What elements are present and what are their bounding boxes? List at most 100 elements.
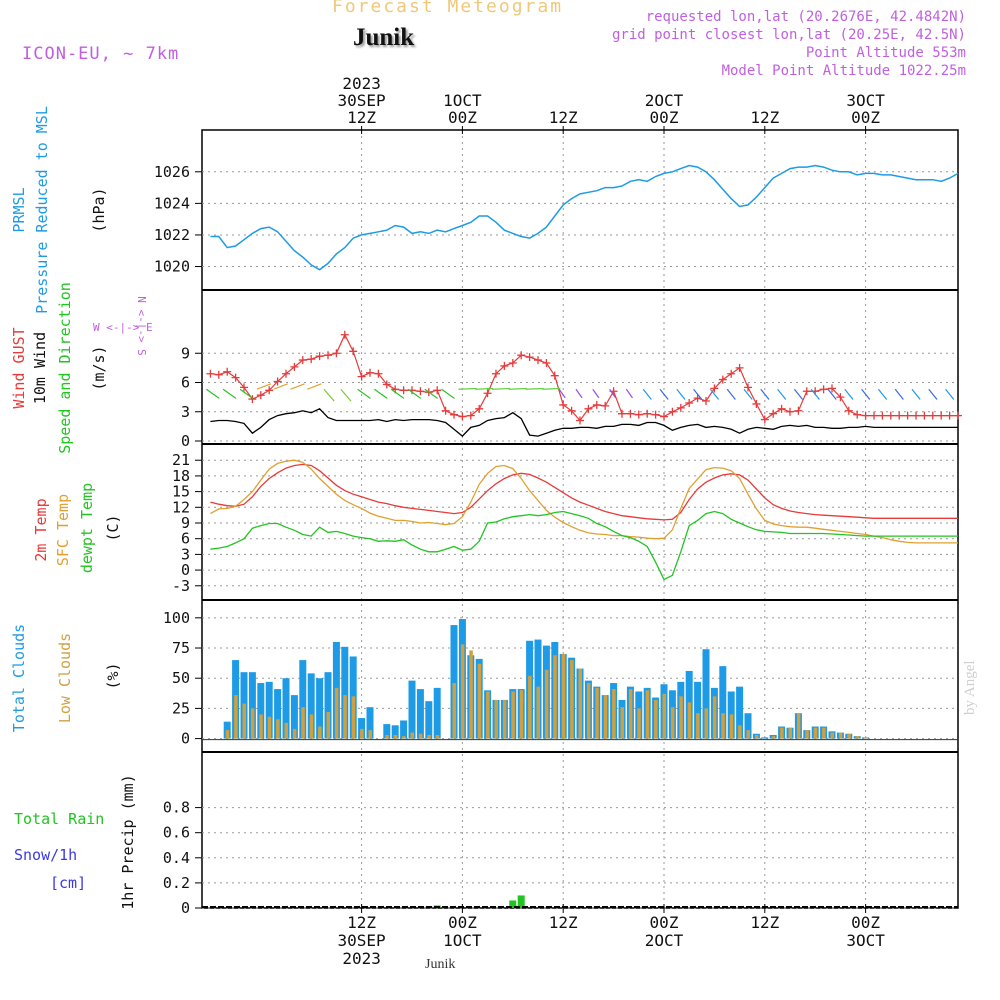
low-cloud-bar	[460, 644, 465, 739]
total-rain-label: Total Rain	[14, 810, 104, 828]
clouds-unit-label: (%)	[104, 662, 122, 689]
y-tick-label: 18	[172, 467, 190, 485]
low-cloud-bar	[830, 732, 834, 739]
gust-marker	[366, 368, 374, 377]
total-cloud-bar	[408, 680, 416, 739]
rain-bar	[517, 895, 525, 908]
gust-marker	[307, 355, 316, 364]
wind-arrow	[693, 388, 703, 400]
total-cloud-bar	[248, 672, 256, 739]
compass-ns: N <-|-> S	[135, 296, 148, 356]
wind-arrow	[357, 388, 371, 399]
gust-marker	[248, 395, 257, 404]
total-cloud-bar	[391, 725, 399, 739]
low-cloud-bar	[771, 736, 776, 739]
low-cloud-bar	[864, 737, 868, 739]
total-cloud-bar	[761, 737, 769, 739]
gust-marker	[357, 372, 366, 381]
total-cloud-bar	[358, 718, 366, 739]
low-cloud-bar	[368, 730, 372, 739]
wind-arrow	[743, 388, 753, 400]
gust-marker	[441, 406, 450, 415]
y-tick-label: 0.6	[163, 824, 190, 842]
wind-arrow	[508, 387, 527, 390]
gust-marker	[483, 389, 492, 398]
snow-unit-label: [cm]	[50, 874, 86, 892]
low-cloud-bar	[250, 708, 255, 739]
time-label-bottom: 3OCT	[846, 931, 885, 950]
total-cloud-bar	[433, 687, 441, 739]
snow-label: Snow/1h	[14, 846, 77, 864]
low-cloud-bar	[309, 714, 314, 739]
y-tick-label: 100	[163, 609, 190, 627]
gust-marker	[886, 411, 895, 420]
gust-marker	[912, 411, 920, 420]
low-cloud-bar	[393, 734, 398, 739]
model-altitude: Model Point Altitude 1022.25m	[721, 63, 966, 79]
low-cloud-bar	[628, 689, 633, 739]
sfc-temp-label: SFC Temp	[54, 494, 72, 566]
gust-marker	[584, 404, 593, 413]
wind-arrow	[239, 388, 254, 399]
low-cloud-bar	[351, 696, 356, 739]
wind-arrow	[390, 388, 405, 399]
low-cloud-bar	[486, 691, 490, 739]
gust-marker	[878, 411, 887, 420]
low-cloud-bar	[679, 696, 683, 739]
y-tick-label: 25	[172, 699, 190, 717]
total-cloud-bar	[416, 689, 424, 739]
gust-marker	[760, 415, 769, 424]
gust-marker	[769, 409, 778, 418]
wind-arrow	[625, 388, 633, 399]
gust-marker	[903, 411, 912, 420]
wind-arrow	[877, 388, 888, 400]
total-cloud-bar	[366, 707, 374, 739]
low-cloud-bar	[570, 660, 574, 739]
wind-arrow	[256, 383, 272, 390]
y-tick-label: 1026	[154, 163, 190, 181]
low-cloud-bar	[561, 654, 566, 739]
gust-marker	[744, 383, 752, 392]
y-tick-label: 0	[181, 432, 190, 450]
wind-arrow	[911, 388, 921, 400]
wind-arrow	[642, 388, 652, 400]
low-cloud-bar	[536, 686, 540, 739]
low-cloud-bar	[813, 727, 818, 739]
gust-marker	[256, 391, 265, 400]
time-label-bottom: 2OCT	[645, 931, 684, 950]
dewpt-line	[210, 510, 958, 581]
model-label: ICON-EU, ~ 7km	[22, 44, 180, 64]
low-cloud-bar	[729, 714, 734, 739]
y-tick-label: 0	[181, 730, 190, 748]
wind-arrow	[306, 383, 322, 390]
low-cloud-bar	[586, 683, 591, 739]
temp2m-label: 2m Temp	[32, 498, 50, 561]
wind-arrow	[945, 388, 955, 400]
low-cloud-bar	[847, 733, 851, 739]
low-cloud-bar	[276, 719, 280, 739]
plot-frame	[201, 129, 959, 909]
total-cloud-bar	[316, 678, 324, 739]
time-label-top: 12Z	[750, 108, 779, 127]
low-cloud-bar	[595, 687, 599, 739]
y-tick-label: 9	[181, 344, 190, 362]
wind-arrow	[206, 388, 220, 399]
gust-marker	[475, 404, 484, 413]
gust-marker	[735, 363, 744, 372]
low-cloud-bar	[301, 707, 305, 739]
time-label-top: 2023	[342, 74, 381, 93]
total-clouds-label: Total Clouds	[10, 624, 28, 732]
low-cloud-bar	[284, 722, 288, 739]
time-label-top: 1OCT	[443, 91, 482, 110]
gust-marker	[895, 411, 904, 420]
gust-marker	[458, 412, 467, 421]
y-tick-label: 0.8	[163, 799, 190, 817]
temp-unit-label: (C)	[104, 514, 122, 541]
time-label-bottom: 12Z	[549, 913, 578, 932]
gust-marker	[525, 353, 534, 362]
wind-arrow	[542, 387, 561, 390]
wind-arrow	[525, 387, 544, 390]
gust-marker	[433, 386, 442, 395]
wind-arrow	[475, 387, 494, 390]
gust-marker	[668, 407, 677, 416]
